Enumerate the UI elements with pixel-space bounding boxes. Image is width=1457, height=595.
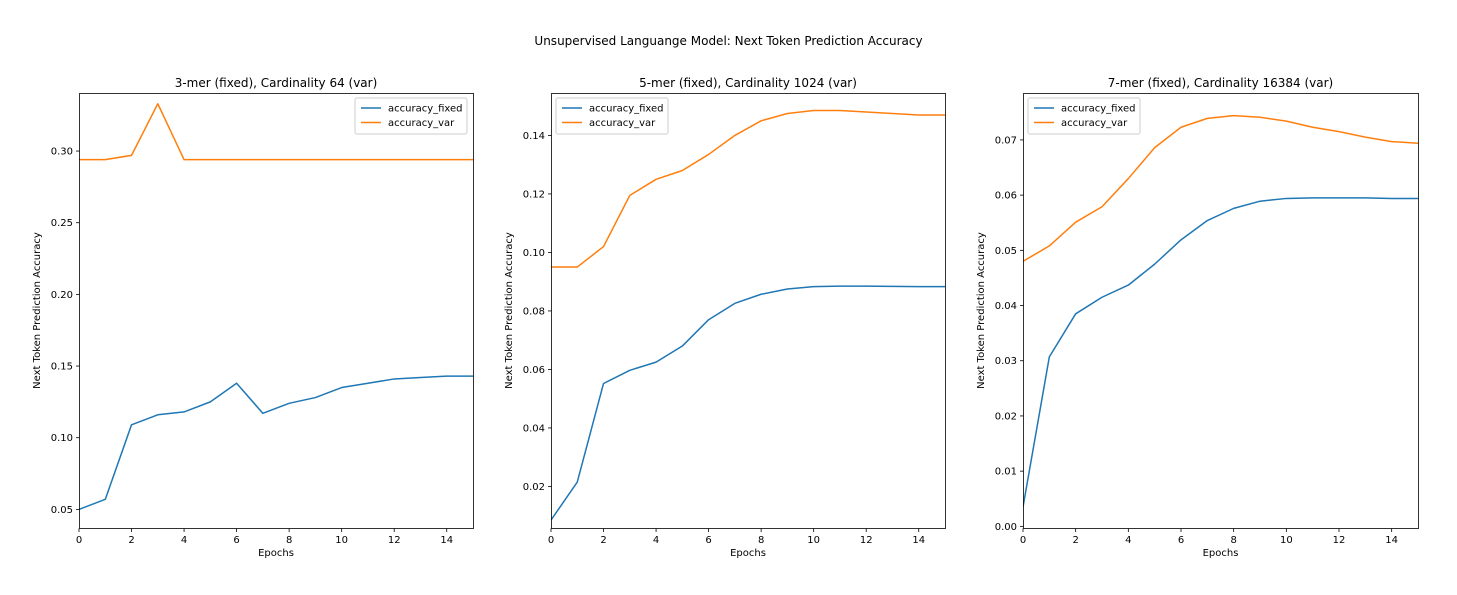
series-line-accuracy-var — [1023, 114, 1418, 263]
legend-label-accuracy-fixed: accuracy_fixed — [1061, 104, 1136, 115]
y-tick-label: 0.20 — [51, 290, 73, 301]
axes-frame — [1023, 93, 1419, 529]
series-line-accuracy-var — [79, 103, 473, 161]
y-tick-label: 0.12 — [523, 189, 545, 200]
y-tick-label: 0.00 — [995, 522, 1017, 533]
legend-box — [555, 97, 669, 135]
series-line-accuracy-fixed — [1023, 197, 1418, 508]
legend-label-accuracy-var: accuracy_var — [589, 118, 656, 129]
x-tick-label: 4 — [653, 535, 659, 546]
axes-frame — [79, 93, 474, 529]
y-tick-label: 0.15 — [51, 362, 73, 373]
x-tick-label: 2 — [1072, 535, 1078, 546]
x-axis-label: Epochs — [258, 548, 294, 559]
chart-title: 3-mer (fixed), Cardinality 64 (var) — [175, 76, 378, 90]
x-tick-label: 0 — [548, 535, 554, 546]
x-tick-label: 8 — [1230, 535, 1236, 546]
y-tick-label: 0.05 — [51, 505, 73, 516]
x-tick-label: 10 — [335, 535, 348, 546]
x-tick-label: 10 — [807, 535, 820, 546]
y-tick-label: 0.07 — [995, 135, 1017, 146]
x-tick-label: 12 — [860, 535, 873, 546]
x-tick-label: 6 — [233, 535, 239, 546]
x-tick-label: 2 — [128, 535, 134, 546]
x-tick-label: 8 — [758, 535, 764, 546]
y-tick-label: 0.06 — [523, 365, 545, 376]
chart-panel-2: 0 2 4 6 8 10 12 14 0.02 0.04 0.06 0.08 0.10 0.12 0.14 5… — [504, 76, 946, 559]
x-tick-label: 6 — [705, 535, 711, 546]
y-axis-label: Next Token Prediction Accuracy — [32, 232, 43, 389]
y-tick-label: 0.06 — [995, 191, 1017, 202]
y-tick-label: 0.02 — [995, 411, 1017, 422]
y-axis-label: Next Token Prediction Accuracy — [976, 232, 987, 389]
legend-box — [354, 97, 468, 135]
y-tick-label: 0.01 — [995, 467, 1017, 478]
legend-box — [1027, 97, 1141, 135]
legend: accuracy_fixed accuracy_var — [555, 97, 669, 135]
y-tick-label: 0.04 — [995, 301, 1017, 312]
x-tick-label: 12 — [1333, 535, 1346, 546]
y-tick-label: 0.02 — [523, 482, 545, 493]
legend-label-accuracy-fixed: accuracy_fixed — [589, 104, 664, 115]
y-tick-label: 0.30 — [51, 147, 73, 158]
series-line-accuracy-fixed — [79, 375, 473, 511]
series-line-accuracy-var — [551, 109, 945, 268]
axes-frame — [551, 93, 946, 529]
legend-label-accuracy-fixed: accuracy_fixed — [388, 104, 463, 115]
x-tick-label: 14 — [1385, 535, 1398, 546]
figure-suptitle: Unsupervised Languange Model: Next Token… — [534, 34, 923, 48]
y-tick-label: 0.05 — [995, 246, 1017, 257]
chart-panel-3: 0 2 4 6 8 10 12 14 0.00 0.01 0.02 0.03 0.04 0.05 0.06 0… — [976, 76, 1419, 559]
x-tick-label: 0 — [76, 535, 82, 546]
y-tick-label: 0.14 — [523, 131, 545, 142]
y-tick-label: 0.03 — [995, 356, 1017, 367]
x-axis-label: Epochs — [1203, 548, 1239, 559]
legend-label-accuracy-var: accuracy_var — [1061, 118, 1128, 129]
x-tick-label: 14 — [440, 535, 453, 546]
x-tick-label: 6 — [1178, 535, 1184, 546]
chart-title: 5-mer (fixed), Cardinality 1024 (var) — [639, 76, 857, 90]
series-line-accuracy-fixed — [551, 285, 945, 521]
y-tick-label: 0.25 — [51, 218, 73, 229]
legend: accuracy_fixed accuracy_var — [354, 97, 468, 135]
x-tick-label: 12 — [388, 535, 401, 546]
legend-label-accuracy-var: accuracy_var — [388, 118, 455, 129]
legend: accuracy_fixed accuracy_var — [1027, 97, 1141, 135]
x-tick-label: 0 — [1020, 535, 1026, 546]
x-tick-label: 10 — [1280, 535, 1293, 546]
x-tick-label: 14 — [912, 535, 925, 546]
chart-title: 7-mer (fixed), Cardinality 16384 (var) — [1108, 76, 1333, 90]
y-tick-label: 0.04 — [523, 423, 545, 434]
x-axis-label: Epochs — [730, 548, 766, 559]
x-tick-label: 4 — [181, 535, 187, 546]
x-tick-label: 8 — [286, 535, 292, 546]
x-tick-label: 2 — [600, 535, 606, 546]
y-tick-label: 0.08 — [523, 306, 545, 317]
y-axis-label: Next Token Prediction Accuracy — [504, 232, 515, 389]
y-tick-label: 0.10 — [51, 433, 73, 444]
y-tick-label: 0.10 — [523, 248, 545, 259]
chart-panel-1: 0 2 4 6 8 10 12 14 0.05 0.10 0.15 0.20 0.25 0.30 3-mer… — [32, 76, 474, 559]
x-tick-label: 4 — [1125, 535, 1131, 546]
